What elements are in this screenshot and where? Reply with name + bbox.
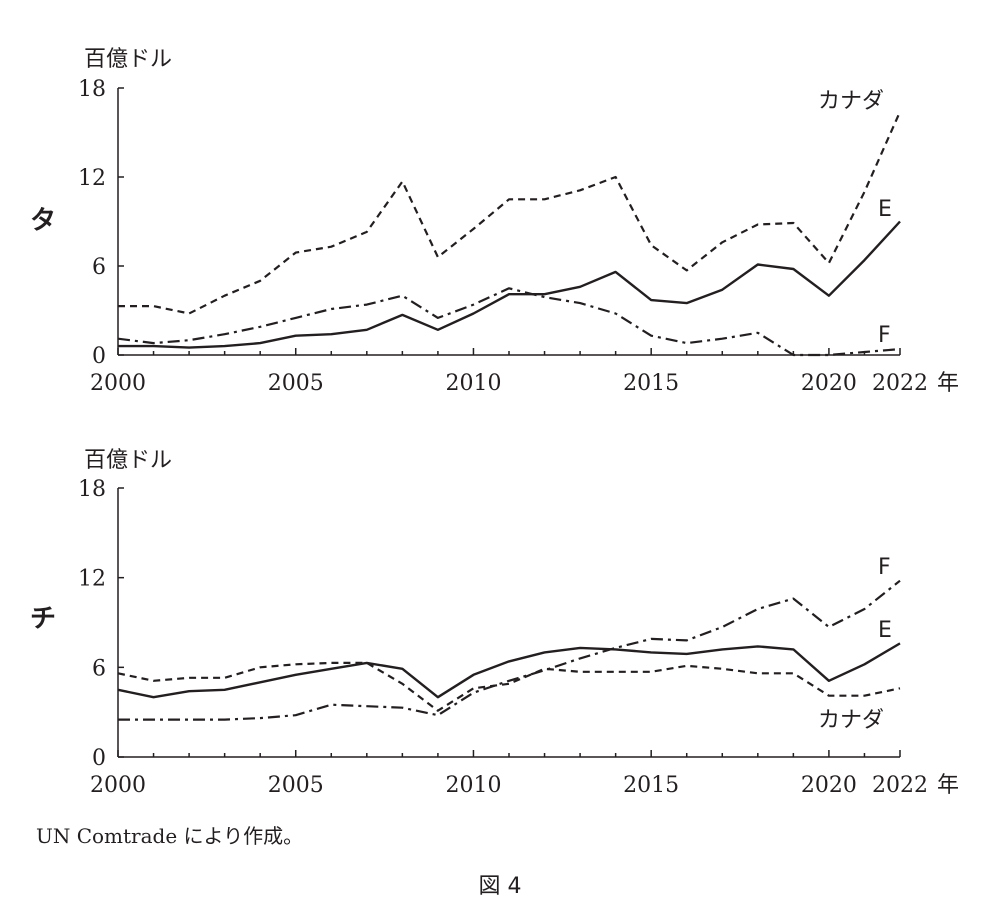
- x-unit-label: 年: [937, 773, 959, 798]
- y-unit-label: 百億ドル: [84, 47, 172, 72]
- y-tick-label: 12: [78, 567, 106, 592]
- series-line-e: [118, 220, 901, 349]
- series-label-e: E: [878, 197, 892, 222]
- y-ticks: 0 6 12 18: [78, 477, 124, 771]
- panel-label: タ: [30, 206, 56, 236]
- series-line-canada: [117, 661, 901, 712]
- x-tick-label: 2015: [623, 773, 679, 798]
- figure-caption: 図 4: [478, 874, 522, 899]
- x-tick-label: 2010: [445, 773, 501, 798]
- x-tick-label: 2010: [445, 371, 501, 396]
- series-line-e: [117, 642, 901, 699]
- x-tick-label: 2022: [872, 371, 928, 396]
- x-tick-label: 2000: [90, 371, 146, 396]
- x-tick-label: 2015: [623, 371, 679, 396]
- x-tick-label: 2020: [801, 773, 857, 798]
- series-label-canada: カナダ: [818, 708, 884, 733]
- series-line-f: [118, 579, 901, 721]
- y-tick-label: 0: [92, 344, 106, 369]
- y-tick-label: 6: [92, 656, 106, 681]
- x-unit-label: 年: [937, 371, 959, 396]
- y-tick-label: 12: [78, 166, 106, 191]
- y-tick-label: 18: [78, 477, 106, 502]
- x-tick-label: 2000: [90, 773, 146, 798]
- series-lines: [117, 579, 901, 721]
- x-tick-label: 2022: [872, 773, 928, 798]
- series-line-f: [117, 287, 901, 357]
- source-note: UN Comtrade により作成。: [36, 824, 304, 848]
- series-label-e: E: [878, 618, 892, 643]
- series-label-f: F: [878, 555, 891, 580]
- y-unit-label: 百億ドル: [84, 448, 172, 473]
- y-tick-label: 6: [92, 255, 106, 280]
- x-tick-label: 2005: [268, 773, 324, 798]
- series-label-f: F: [878, 323, 891, 348]
- chart-panel-ta: 百億ドル タ 0 6 12 18 2000 2005 2010 2015 2020 2022 年…: [30, 47, 959, 396]
- panel-label: チ: [30, 604, 56, 634]
- x-ticks: 2000 2005 2010 2015 2020 2022: [90, 750, 928, 798]
- x-ticks: 2000 2005 2010 2015 2020 2022: [90, 348, 928, 396]
- series-label-canada: カナダ: [818, 89, 884, 114]
- y-tick-label: 0: [92, 746, 106, 771]
- y-ticks: 0 6 12 18: [78, 77, 124, 369]
- series-line-canada: [118, 111, 902, 315]
- series-lines: [117, 111, 902, 357]
- y-tick-label: 18: [78, 77, 106, 102]
- x-tick-label: 2005: [268, 371, 324, 396]
- x-tick-label: 2020: [801, 371, 857, 396]
- chart-panel-chi: 百億ドル チ 0 6 12 18 2000 2005 2010 2015 2020 2022 年…: [30, 448, 959, 798]
